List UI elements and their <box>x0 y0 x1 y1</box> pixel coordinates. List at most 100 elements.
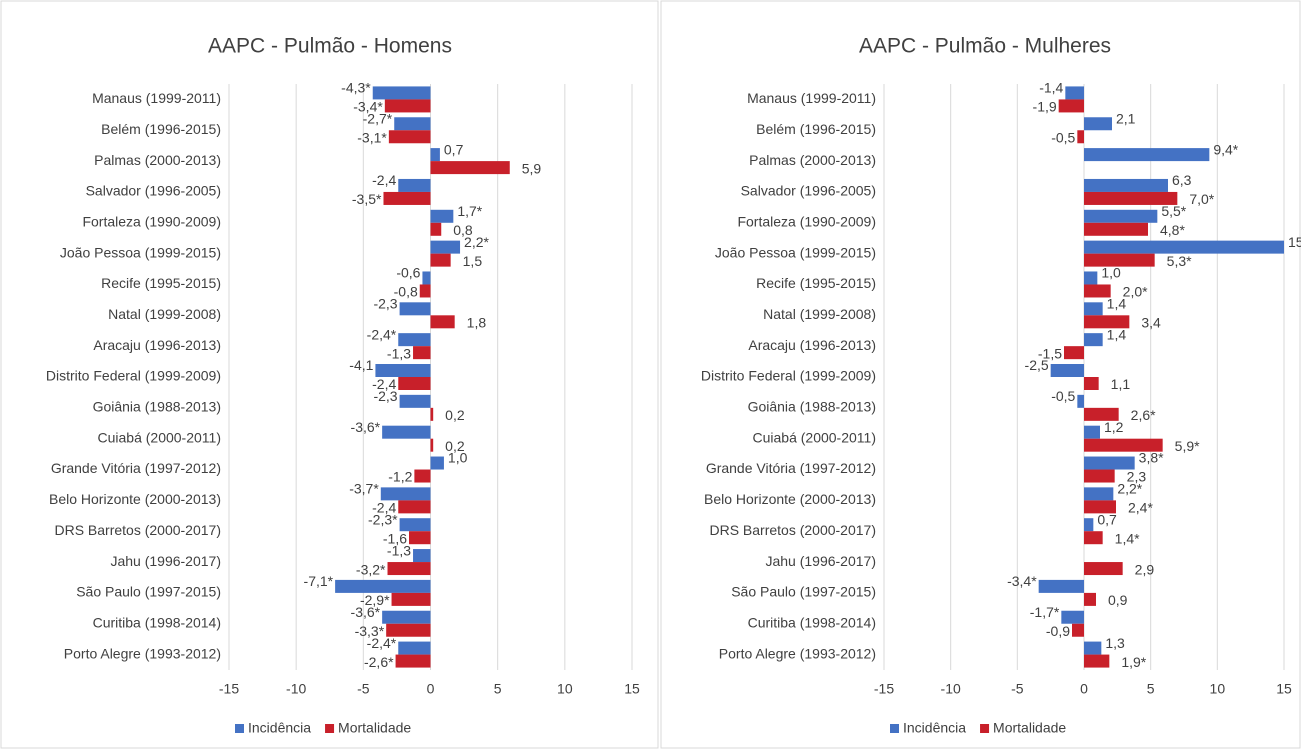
y-tick-label: Jahu (1996-2017) <box>110 553 221 569</box>
y-tick-label: Fortaleza (1990-2009) <box>82 213 221 229</box>
bar <box>1084 469 1115 483</box>
data-label: 0,2 <box>445 438 465 454</box>
data-label: 6,3 <box>1172 172 1192 188</box>
x-tick-label: -5 <box>357 681 370 697</box>
x-tick-label: -15 <box>874 681 894 697</box>
data-label: -3,5* <box>352 191 382 207</box>
bar <box>1084 518 1094 532</box>
bar <box>394 117 431 131</box>
bar <box>422 271 431 285</box>
x-tick-label: -10 <box>286 681 306 697</box>
bar <box>1058 99 1084 113</box>
data-label: 5,3* <box>1167 253 1192 269</box>
bar <box>335 579 431 593</box>
data-label: 1,4 <box>1107 326 1127 342</box>
bar <box>430 240 461 254</box>
data-label: 1,3 <box>1105 635 1125 651</box>
bar <box>1084 425 1100 439</box>
data-label: -0,8 <box>394 284 418 300</box>
bar <box>430 438 434 452</box>
bar <box>1084 592 1096 606</box>
x-tick-label: 5 <box>494 681 502 697</box>
bar <box>1084 500 1116 514</box>
bar <box>1084 377 1099 390</box>
x-tick-label: 0 <box>1080 681 1088 697</box>
y-tick-label: Curitiba (1998-2014) <box>748 614 876 630</box>
data-label: -2,3* <box>368 511 398 527</box>
data-label: -2,7* <box>363 110 393 126</box>
bar <box>1064 346 1084 360</box>
data-label: -2,4* <box>367 635 397 651</box>
data-label: 1,0 <box>448 450 468 466</box>
data-label: -1,6 <box>383 530 407 546</box>
data-label: 1,1 <box>1111 376 1131 392</box>
data-label: 2,1 <box>1116 110 1136 126</box>
data-label: -3,7* <box>349 481 379 497</box>
data-label: -7,1* <box>304 573 334 589</box>
bar <box>1084 222 1148 236</box>
data-label: 0,9 <box>1108 592 1128 608</box>
data-label: 2,6* <box>1131 407 1156 423</box>
data-label: -3,2* <box>356 561 386 577</box>
data-label: -1,4 <box>1039 80 1063 96</box>
bar <box>398 178 431 192</box>
bar <box>430 161 510 175</box>
x-tick-label: 5 <box>1147 681 1155 697</box>
bar <box>430 456 444 470</box>
data-label: -0,9 <box>1046 623 1070 639</box>
bar <box>399 518 431 532</box>
data-label: -1,9 <box>1033 99 1057 115</box>
bar <box>398 377 431 390</box>
y-tick-label: Porto Alegre (1993-2012) <box>719 645 876 661</box>
bar <box>430 148 440 162</box>
bar <box>1084 209 1158 223</box>
bar <box>430 209 454 223</box>
x-tick-label: 10 <box>1210 681 1226 697</box>
bar <box>430 222 442 236</box>
data-label: -1,7* <box>1030 604 1060 620</box>
bar <box>384 99 431 113</box>
y-tick-label: Manaus (1999-2011) <box>92 90 221 106</box>
y-tick-label: Belém (1996-2015) <box>756 121 876 137</box>
bar <box>1050 364 1084 377</box>
bar <box>395 654 431 668</box>
data-label: -3,3* <box>355 623 385 639</box>
y-tick-label: Grande Vitória (1997-2012) <box>706 460 876 476</box>
data-label: -2,9* <box>360 592 390 608</box>
legend-label: Mortalidade <box>993 720 1066 736</box>
x-tick-label: 15 <box>1276 681 1292 697</box>
bar <box>398 641 431 655</box>
data-label: 1,7* <box>457 203 482 219</box>
data-label: -4,3* <box>341 80 371 96</box>
y-tick-label: Manaus (1999-2011) <box>747 90 876 106</box>
data-label: 1,4 <box>1107 296 1127 312</box>
bar <box>1084 654 1110 668</box>
y-tick-label: Recife (1995-2015) <box>101 275 221 291</box>
y-tick-label: Aracaju (1996-2013) <box>93 337 221 353</box>
data-label: 1,5 <box>463 253 483 269</box>
bar <box>413 346 431 360</box>
bar <box>1084 191 1178 205</box>
data-label: 2,3 <box>1127 469 1147 485</box>
data-label: -0,5 <box>1051 388 1075 404</box>
bar <box>1084 333 1103 347</box>
x-tick-label: 15 <box>624 681 640 697</box>
y-tick-label: Goiânia (1988-2013) <box>93 399 221 415</box>
bar <box>388 130 431 144</box>
bar <box>409 531 431 545</box>
data-label: 0,7 <box>1097 511 1117 527</box>
data-label: 15,0 <box>1288 234 1301 250</box>
data-label: -1,3 <box>387 345 411 361</box>
bar <box>1084 531 1103 545</box>
data-label: 2,0* <box>1123 284 1148 300</box>
data-label: 1,0 <box>1101 265 1121 281</box>
y-tick-label: Cuiabá (2000-2011) <box>753 429 877 445</box>
data-label: 5,9* <box>1175 438 1200 454</box>
bar <box>430 407 434 421</box>
data-label: -2,4 <box>372 172 396 188</box>
y-tick-label: Belo Horizonte (2000-2013) <box>704 491 876 507</box>
bar <box>372 86 431 100</box>
y-tick-label: Natal (1999-2008) <box>763 306 876 322</box>
x-tick-label: 0 <box>427 681 435 697</box>
